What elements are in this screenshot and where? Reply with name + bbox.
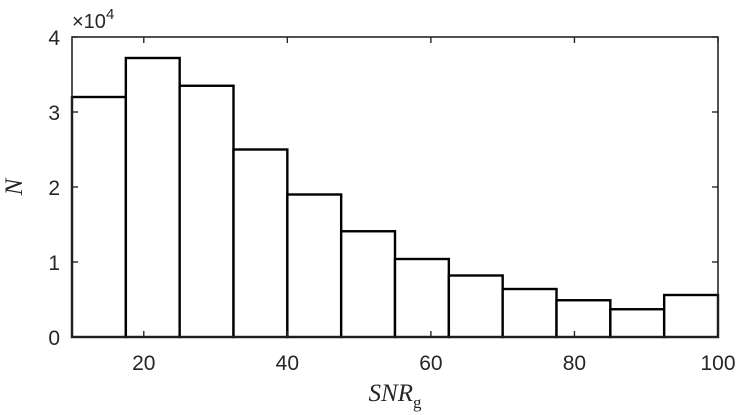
x-tick-label: 80 (563, 352, 586, 375)
y-tick-label: 0 (48, 327, 60, 350)
histogram-bar (662, 293, 720, 339)
histogram-bar (232, 148, 289, 339)
histogram-bar (501, 287, 558, 339)
y-tick-labels: 0 1 2 3 4 (48, 27, 60, 350)
histogram-bar (124, 56, 181, 339)
histogram-bar (178, 84, 235, 339)
histogram-bar (286, 193, 343, 339)
histogram-bar (609, 308, 666, 339)
histogram-bar (447, 274, 504, 339)
histogram-bar (70, 95, 128, 339)
y-axis-label: N (1, 177, 28, 196)
x-tick-label: 20 (132, 352, 155, 375)
y-multiplier-label: ×104 (72, 6, 114, 33)
histogram-bar (339, 230, 397, 339)
y-tick-label: 1 (48, 252, 60, 275)
x-tick-label: 40 (276, 352, 299, 375)
y-tick-label: 2 (48, 177, 60, 200)
axis-ticks (72, 36, 719, 338)
histogram-bar (393, 257, 451, 339)
histogram-bars (70, 56, 720, 339)
x-axis-label: SNRg (369, 380, 422, 412)
histogram-bar (555, 299, 612, 339)
y-tick-label: 4 (48, 27, 60, 50)
y-tick-label: 3 (48, 102, 60, 125)
x-tick-labels: 20 40 60 80 100 (132, 352, 735, 375)
x-tick-label: 100 (700, 352, 735, 375)
x-tick-label: 60 (419, 352, 442, 375)
